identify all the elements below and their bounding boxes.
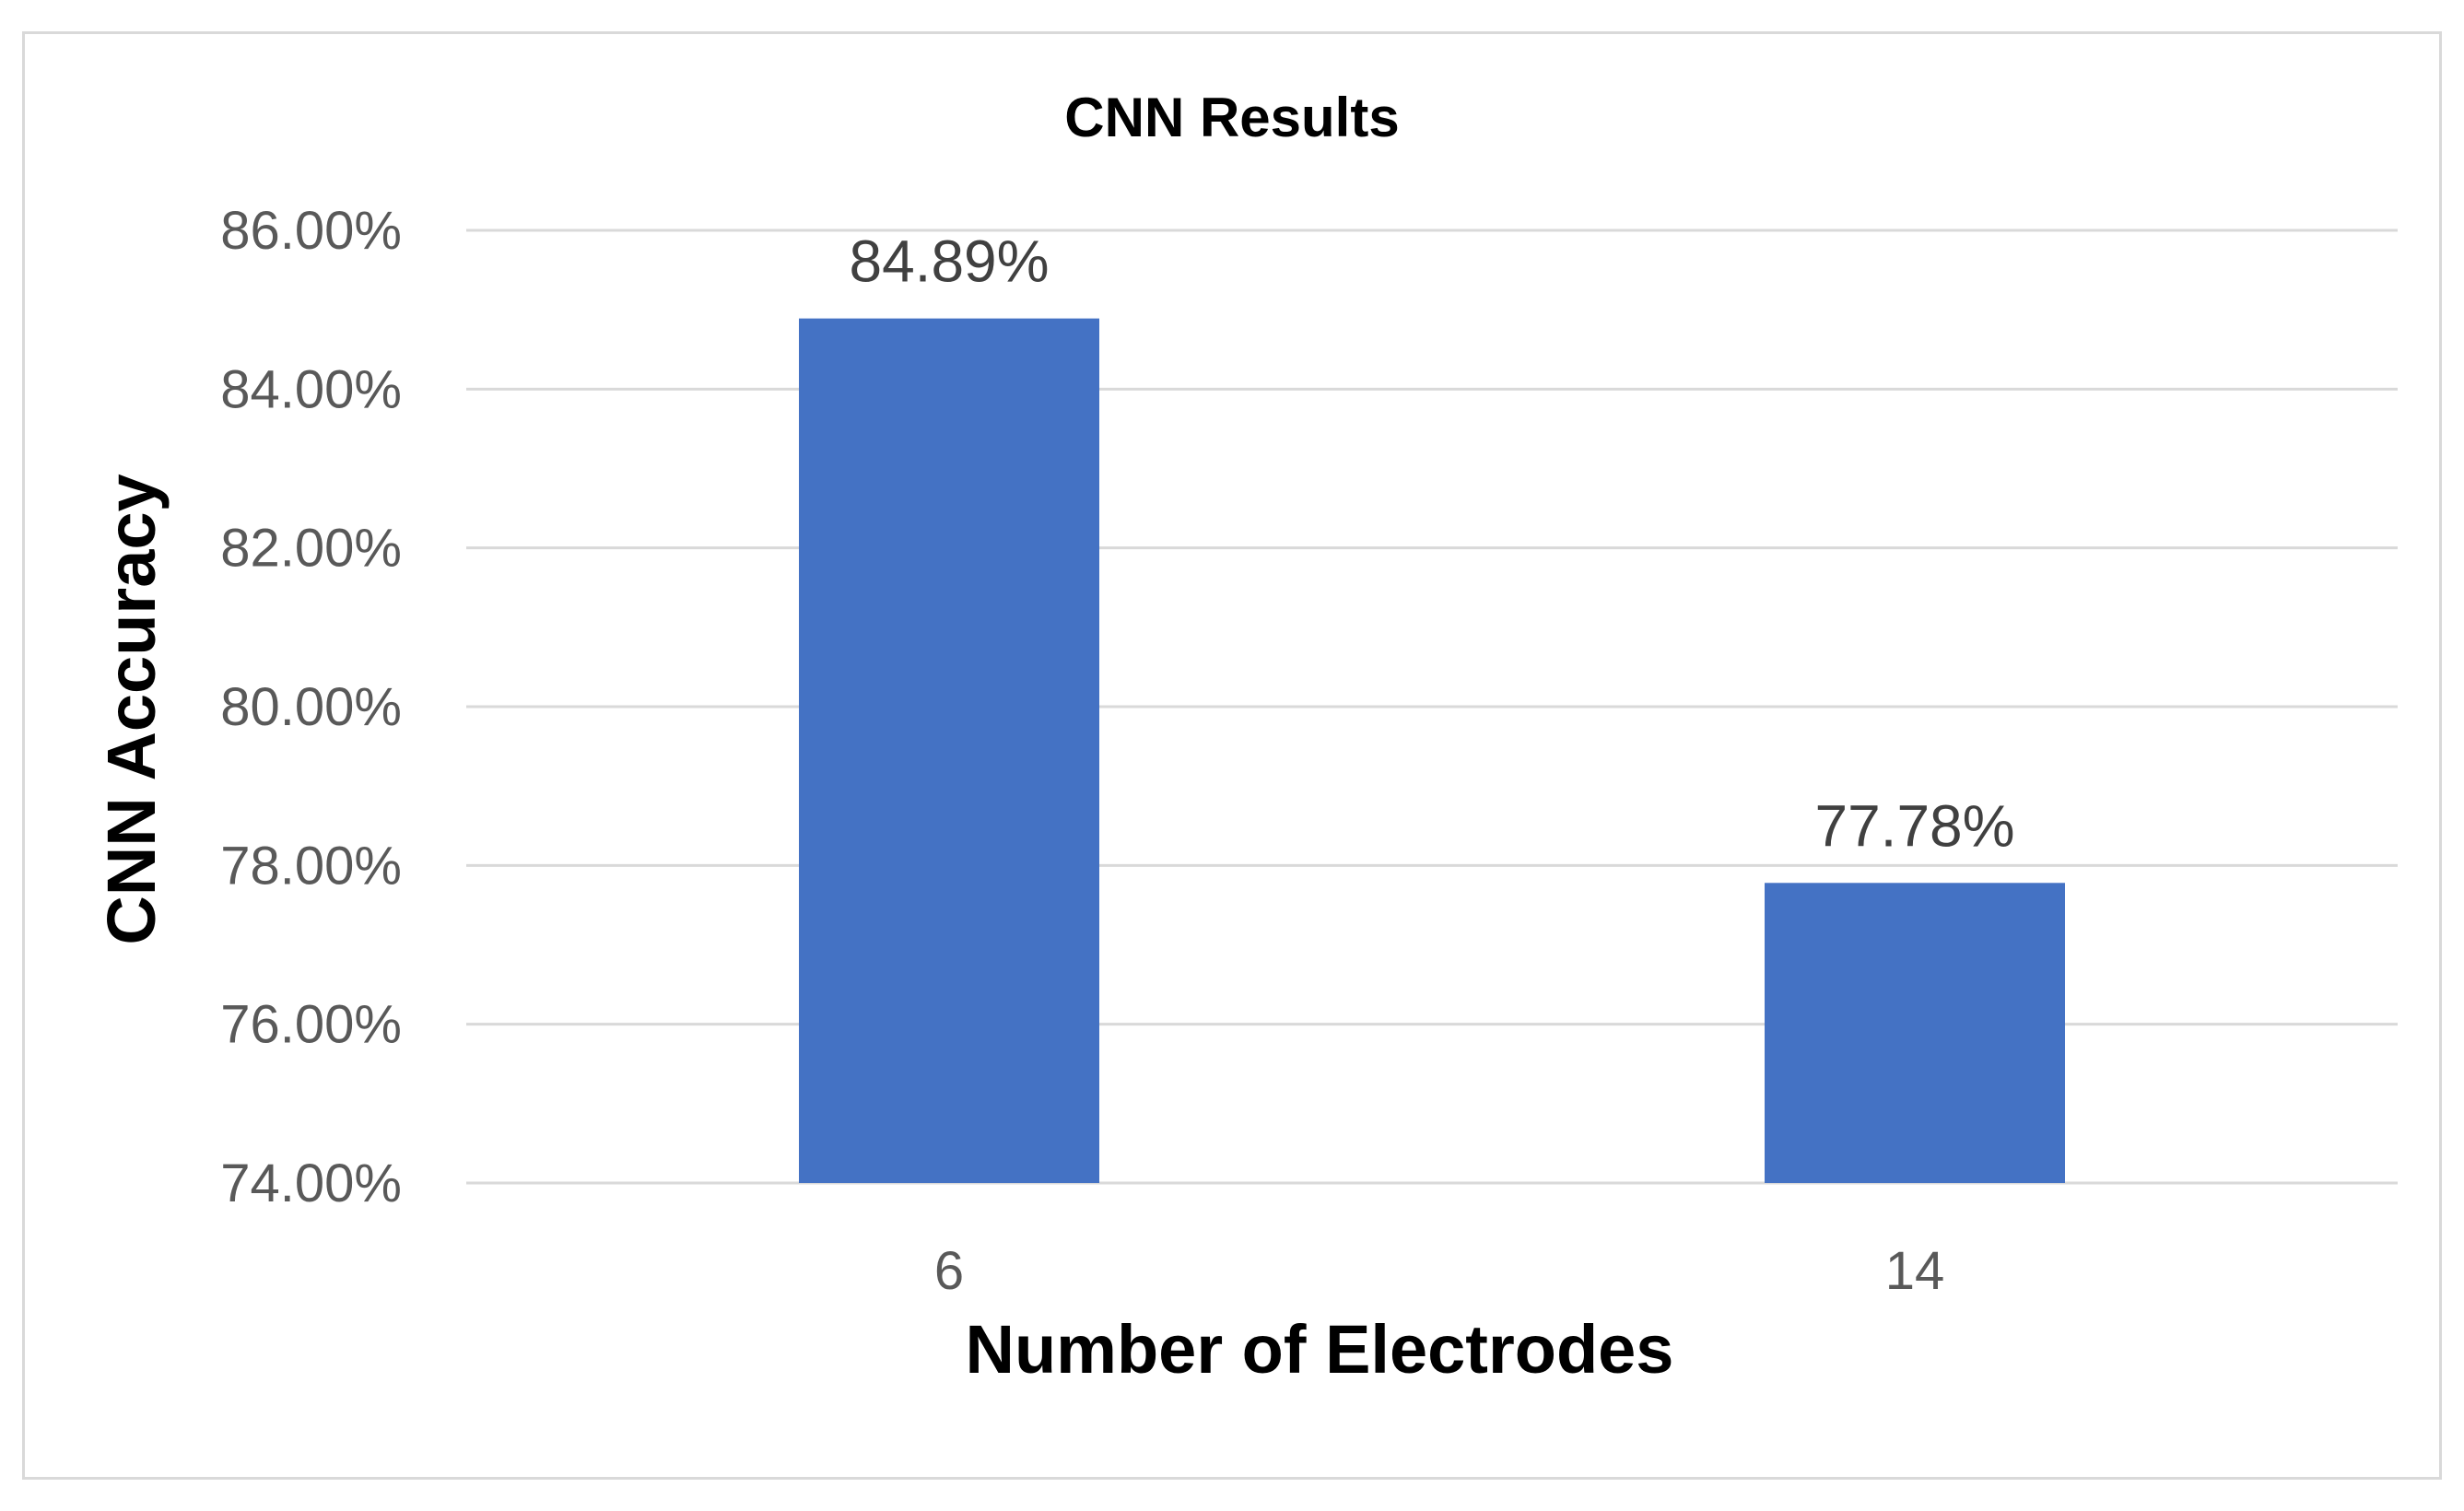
- chart-frame: [22, 31, 2442, 1480]
- gridlines: [466, 228, 2398, 1185]
- y-tick-label: 86.00%: [220, 201, 402, 261]
- y-tick-label: 74.00%: [220, 1154, 402, 1213]
- y-tick-label: 76.00%: [220, 995, 402, 1055]
- y-tick-label: 78.00%: [220, 836, 402, 896]
- data-label: 84.89%: [849, 228, 1049, 295]
- y-axis-label: CNN Accuracy: [93, 474, 170, 944]
- chart-title: CNN Results: [1064, 87, 1399, 148]
- x-tick-label: 6: [934, 1241, 964, 1301]
- y-tick-label: 82.00%: [220, 519, 402, 579]
- bar-6: [799, 318, 1099, 1183]
- bars: [799, 318, 2065, 1183]
- y-tick-label: 80.00%: [220, 677, 402, 737]
- y-axis-ticks: 74.00% 76.00% 78.00% 80.00% 82.00% 84.00% 86.0…: [220, 201, 402, 1213]
- data-label: 77.78%: [1814, 792, 2014, 859]
- x-tick-label: 14: [1885, 1241, 1945, 1301]
- data-labels: 84.89% 77.78%: [849, 228, 2014, 860]
- x-axis-ticks: 6 14: [934, 1241, 1944, 1301]
- y-tick-label: 84.00%: [220, 359, 402, 419]
- x-axis-label: Number of Electrodes: [966, 1311, 1674, 1388]
- bar-14: [1765, 883, 2065, 1183]
